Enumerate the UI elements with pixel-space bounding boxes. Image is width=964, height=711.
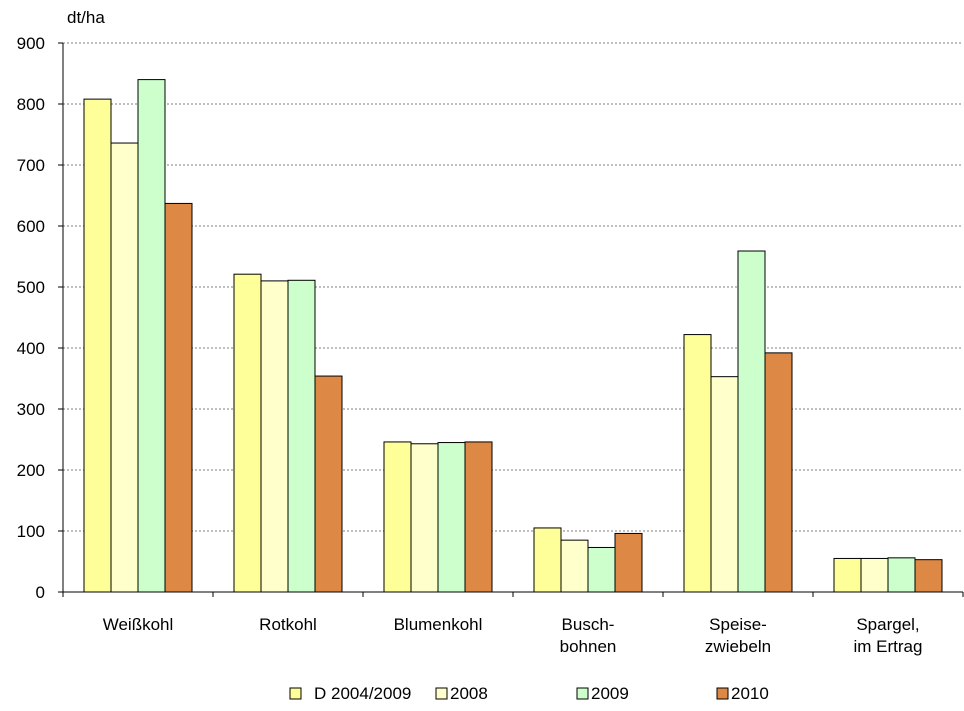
- x-category-label: zwiebeln: [705, 637, 771, 656]
- y-axis-unit-label: dt/ha: [67, 8, 105, 27]
- x-category-label: bohnen: [560, 637, 617, 656]
- legend-swatch: [289, 687, 302, 700]
- bar-2009-1: [287, 279, 316, 593]
- bar-2008-5: [860, 557, 889, 593]
- legend-swatch: [716, 687, 729, 700]
- bar-2009-4: [737, 250, 766, 593]
- bar-2010-0: [164, 202, 193, 593]
- bar-d-2004-2009-1: [233, 273, 262, 593]
- y-tick-label: 500: [17, 278, 45, 297]
- bar-2009-3: [587, 546, 616, 593]
- bar-d-2004-2009-0: [83, 98, 112, 593]
- bar-d-2004-2009-4: [683, 334, 712, 593]
- y-tick-label: 800: [17, 95, 45, 114]
- bar-2009-5: [887, 557, 916, 593]
- bar-2009-2: [437, 442, 466, 593]
- bar-2008-2: [410, 443, 439, 593]
- x-category-label: Rotkohl: [259, 615, 317, 634]
- y-tick-label: 600: [17, 217, 45, 236]
- bar-2008-4: [710, 376, 739, 593]
- y-tick-label: 100: [17, 522, 45, 541]
- y-tick-label: 400: [17, 339, 45, 358]
- bar-2010-1: [314, 375, 343, 593]
- axes: [62, 43, 964, 597]
- x-category-label: Busch-: [562, 615, 615, 634]
- bar-d-2004-2009-5: [833, 557, 862, 593]
- y-tick-label: 200: [17, 461, 45, 480]
- x-axis-category-labels: Weißkohl Rotkohl Blumenkohl Busch-bohnen Spe…: [103, 615, 923, 656]
- bar-d-2004-2009-2: [383, 441, 412, 593]
- x-category-label: Spargel,: [856, 615, 919, 634]
- legend-swatch: [576, 687, 589, 700]
- legend-label: 2010: [731, 684, 769, 703]
- legend: D 2004/2009 2008 2009 2010: [289, 684, 769, 703]
- bar-2008-0: [110, 142, 139, 593]
- gridlines: [63, 42, 963, 532]
- bar-2010-5: [914, 559, 943, 593]
- legend-label: 2009: [591, 684, 629, 703]
- x-category-label: Speise-: [709, 615, 767, 634]
- x-category-label: Blumenkohl: [394, 615, 483, 634]
- bar-2010-2: [464, 441, 493, 593]
- bar-2008-1: [260, 280, 289, 593]
- y-tick-label: 700: [17, 156, 45, 175]
- legend-swatch: [435, 687, 448, 700]
- y-tick-label: 900: [17, 34, 45, 53]
- y-tick-label: 0: [36, 583, 45, 602]
- bar-2010-3: [614, 532, 643, 593]
- bar-2008-3: [560, 539, 589, 593]
- bar-2010-4: [764, 352, 793, 593]
- legend-label: 2008: [450, 684, 488, 703]
- bars: [83, 79, 943, 593]
- bar-2009-0: [137, 79, 166, 593]
- y-axis-ticks: 0 100 200 300 400 500 600 700 800 900: [17, 34, 63, 602]
- x-category-label: im Ertrag: [854, 637, 923, 656]
- legend-label: D 2004/2009: [314, 684, 411, 703]
- x-category-label: Weißkohl: [103, 615, 174, 634]
- bar-d-2004-2009-3: [533, 527, 562, 593]
- y-tick-label: 300: [17, 400, 45, 419]
